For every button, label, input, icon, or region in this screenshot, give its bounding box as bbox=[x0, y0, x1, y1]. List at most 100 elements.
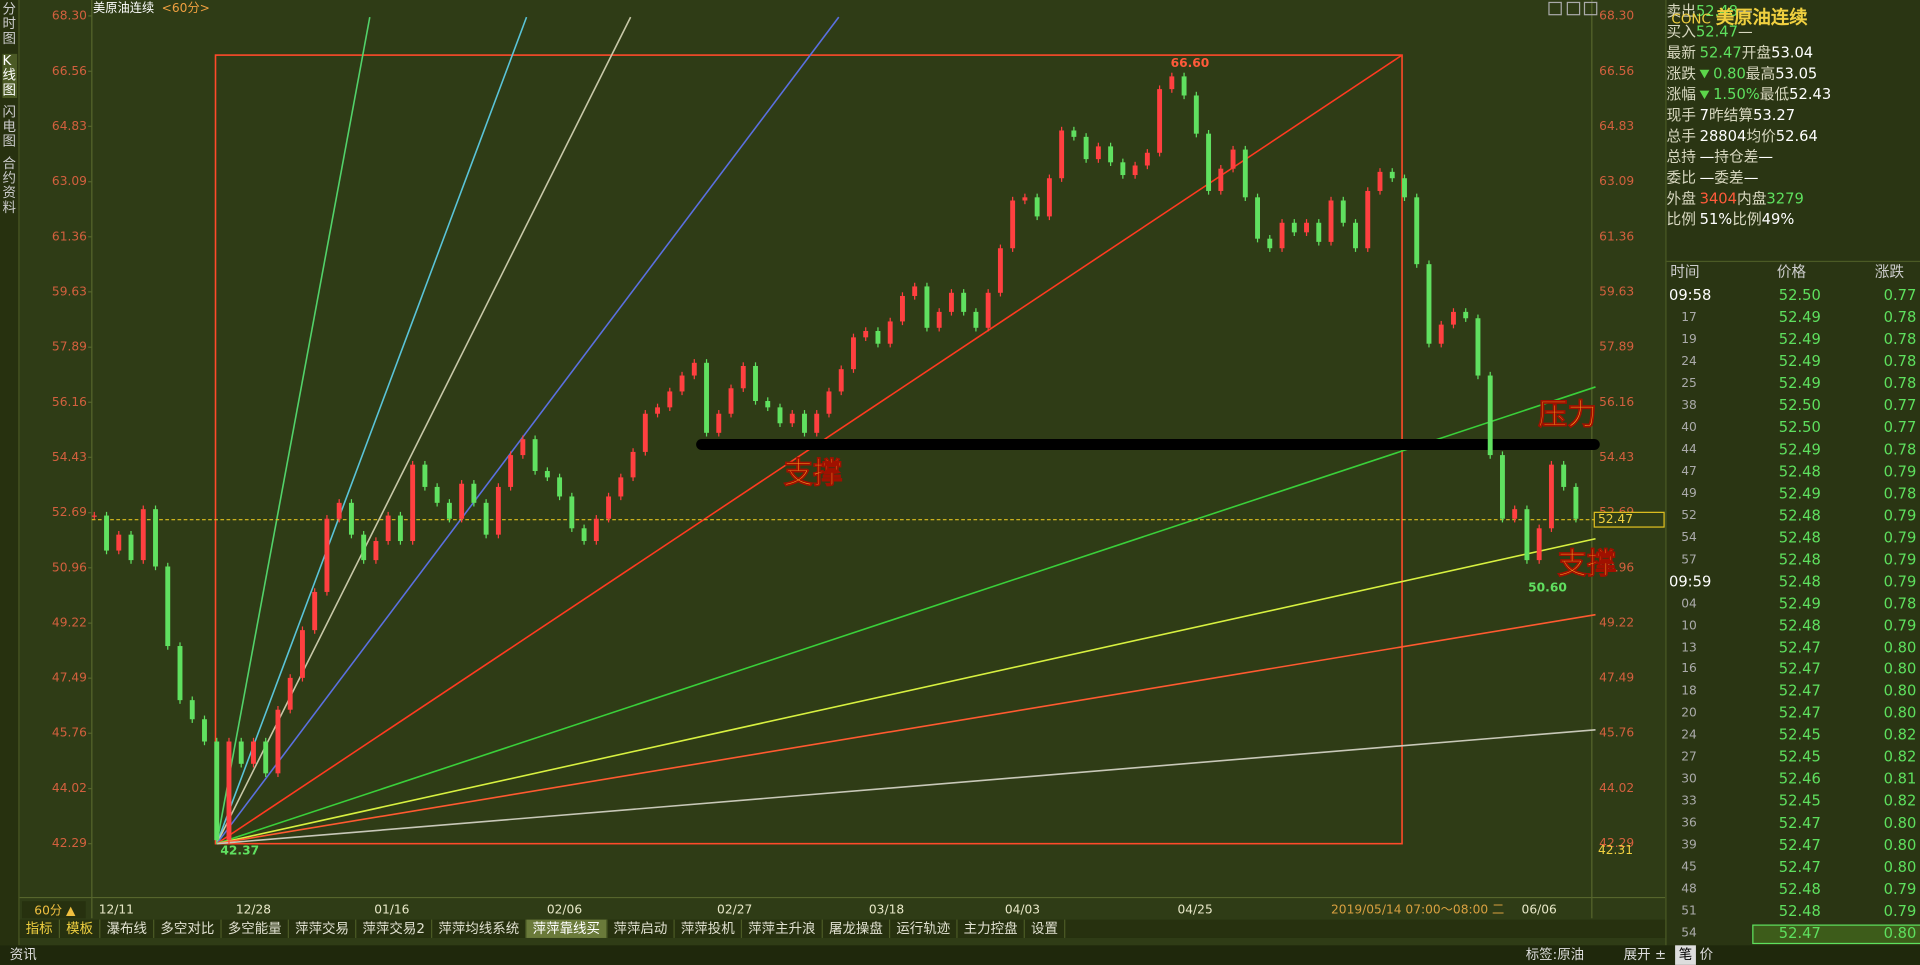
indicator-tab[interactable]: 设置 bbox=[1025, 919, 1066, 938]
candle bbox=[1389, 171, 1395, 179]
candle bbox=[1230, 149, 1236, 169]
stat-label: 外盘 bbox=[1666, 189, 1696, 207]
candle bbox=[446, 502, 452, 519]
annotation: 压力 bbox=[1538, 396, 1597, 431]
tick-change-text: 0.79 bbox=[1883, 880, 1917, 898]
candle bbox=[1034, 197, 1040, 217]
tick-price: 52.48 bbox=[1778, 506, 1821, 524]
candle bbox=[630, 451, 636, 478]
tick-time: 33 bbox=[1681, 795, 1697, 809]
tick-change: 0.80 bbox=[1884, 681, 1917, 702]
x-tick-label: 01/16 bbox=[374, 902, 409, 916]
candle bbox=[1267, 238, 1273, 249]
tick-price: 52.49 bbox=[1778, 484, 1821, 502]
candle bbox=[1548, 464, 1554, 529]
tick-time: 24 bbox=[1681, 354, 1697, 369]
annotation: 支撑 bbox=[784, 455, 843, 490]
stat-row: 总手 28804均价52.64 bbox=[1667, 125, 1920, 146]
candle bbox=[1426, 264, 1432, 344]
y-tick-label: 47.49 bbox=[52, 671, 87, 685]
tick-change-text: 0.78 bbox=[1883, 594, 1917, 612]
indicator-tab[interactable]: 萍萍投机 bbox=[675, 919, 743, 938]
tick-time: 09:58 bbox=[1668, 286, 1712, 304]
plot-bg bbox=[19, 0, 1666, 919]
tick-change: 0.78 bbox=[1884, 593, 1917, 614]
stat-value-text: — bbox=[1699, 168, 1715, 187]
tick-row: 16 52.47 0.80 bbox=[1667, 659, 1920, 680]
candle bbox=[373, 541, 379, 561]
tick-price: 52.47 bbox=[1778, 924, 1821, 942]
status-expand[interactable]: 展开 ± bbox=[1623, 946, 1667, 963]
stat-row: 涨跌 0.80最高53.05 bbox=[1667, 62, 1920, 83]
stat-value-text: 7 bbox=[1699, 106, 1709, 124]
stat-value-text: 0.80 bbox=[1713, 64, 1746, 83]
side-tab[interactable]: 分时图 bbox=[2, 1, 16, 47]
indicator-tab[interactable]: 运行轨迹 bbox=[890, 919, 958, 938]
stat-row: 外盘 3404内盘3279 bbox=[1667, 187, 1920, 208]
y-tick-label-right: 59.63 bbox=[1599, 284, 1634, 298]
tick-change: 0.80 bbox=[1884, 835, 1917, 856]
y-tick-label: 44.02 bbox=[52, 781, 87, 795]
tick-change-text: 0.82 bbox=[1883, 726, 1917, 744]
status-b2[interactable]: 价 bbox=[1699, 946, 1714, 963]
candle bbox=[251, 741, 256, 764]
x-tick-label: 12/28 bbox=[236, 902, 271, 916]
indicator-tab[interactable]: 萍萍交易 bbox=[289, 919, 357, 938]
candle bbox=[1512, 509, 1518, 519]
indicator-tab[interactable]: 萍萍主升浪 bbox=[742, 919, 823, 938]
tick-time: 36 bbox=[1681, 817, 1697, 831]
indicator-tab[interactable]: 萍萍靠线买 bbox=[526, 919, 608, 938]
indicator-tab[interactable]: 多空对比 bbox=[154, 919, 222, 938]
candle bbox=[924, 286, 930, 328]
indicator-tab[interactable]: 萍萍均线系统 bbox=[432, 919, 527, 938]
indicator-tab[interactable]: 模板 bbox=[60, 919, 101, 938]
side-tab[interactable]: K线图 bbox=[2, 52, 18, 98]
chart-title: 美原油连续 bbox=[93, 0, 154, 15]
candle bbox=[140, 509, 146, 561]
candle bbox=[1377, 171, 1383, 191]
y-tick-label: 59.63 bbox=[52, 284, 87, 298]
indicator-tab[interactable]: 多空能量 bbox=[222, 919, 289, 938]
y-tick-label-right: 57.89 bbox=[1599, 340, 1634, 354]
indicator-tab[interactable]: 萍萍启动 bbox=[607, 919, 675, 938]
indicator-tab[interactable]: 瀑布线 bbox=[100, 919, 155, 938]
stat-value2: 52.43 bbox=[1789, 85, 1832, 103]
tick-change: 0.80 bbox=[1884, 857, 1917, 878]
candle bbox=[1157, 89, 1163, 153]
period-button[interactable]: 60分 ▲ bbox=[34, 904, 76, 918]
y-tick-label-right: 50.96 bbox=[1599, 560, 1634, 574]
candle bbox=[851, 337, 856, 370]
candle bbox=[483, 502, 489, 535]
book-row: 买入52.47— bbox=[1667, 21, 1920, 42]
y-tick-label-right: 49.22 bbox=[1599, 616, 1634, 630]
tick-change-text: 0.77 bbox=[1883, 418, 1917, 436]
indicator-tab[interactable]: 主力控盘 bbox=[958, 919, 1025, 938]
indicator-tab[interactable]: 屠龙操盘 bbox=[823, 919, 891, 938]
side-tab[interactable]: 合约资料 bbox=[2, 155, 16, 216]
status-tag: 标签:原油 bbox=[1525, 946, 1585, 963]
y-tick-label: 49.22 bbox=[52, 616, 87, 630]
kline-chart: 68.30 68.30 66.56 66.56 64.83 64.83 63.09 63.09… bbox=[19, 0, 1666, 919]
bottom-marker: 42.31 bbox=[1598, 843, 1633, 857]
candle bbox=[1438, 324, 1444, 344]
tick-row: 39 52.47 0.80 bbox=[1667, 835, 1920, 856]
stat-value-text: 51% bbox=[1699, 210, 1733, 228]
tick-change-text: 0.77 bbox=[1883, 396, 1917, 414]
candle bbox=[1487, 375, 1493, 456]
side-tab[interactable]: 闪电图 bbox=[2, 104, 16, 150]
status-b1[interactable]: 笔 bbox=[1675, 945, 1696, 965]
status-left[interactable]: 资讯 bbox=[9, 946, 37, 963]
indicator-tab[interactable]: 指标 bbox=[20, 919, 61, 938]
candle bbox=[655, 407, 661, 414]
period-btn-bg bbox=[22, 901, 86, 919]
candle bbox=[165, 566, 171, 647]
candle bbox=[324, 518, 330, 592]
candle bbox=[1218, 168, 1224, 191]
y-tick-label: 57.89 bbox=[52, 340, 87, 354]
indicator-tab[interactable]: 萍萍交易2 bbox=[356, 919, 433, 938]
candle bbox=[1353, 222, 1358, 249]
tick-row: 10 52.48 0.79 bbox=[1667, 615, 1920, 636]
x-tick-label: 12/11 bbox=[99, 902, 134, 916]
candle bbox=[704, 362, 709, 433]
candle bbox=[1095, 146, 1101, 160]
